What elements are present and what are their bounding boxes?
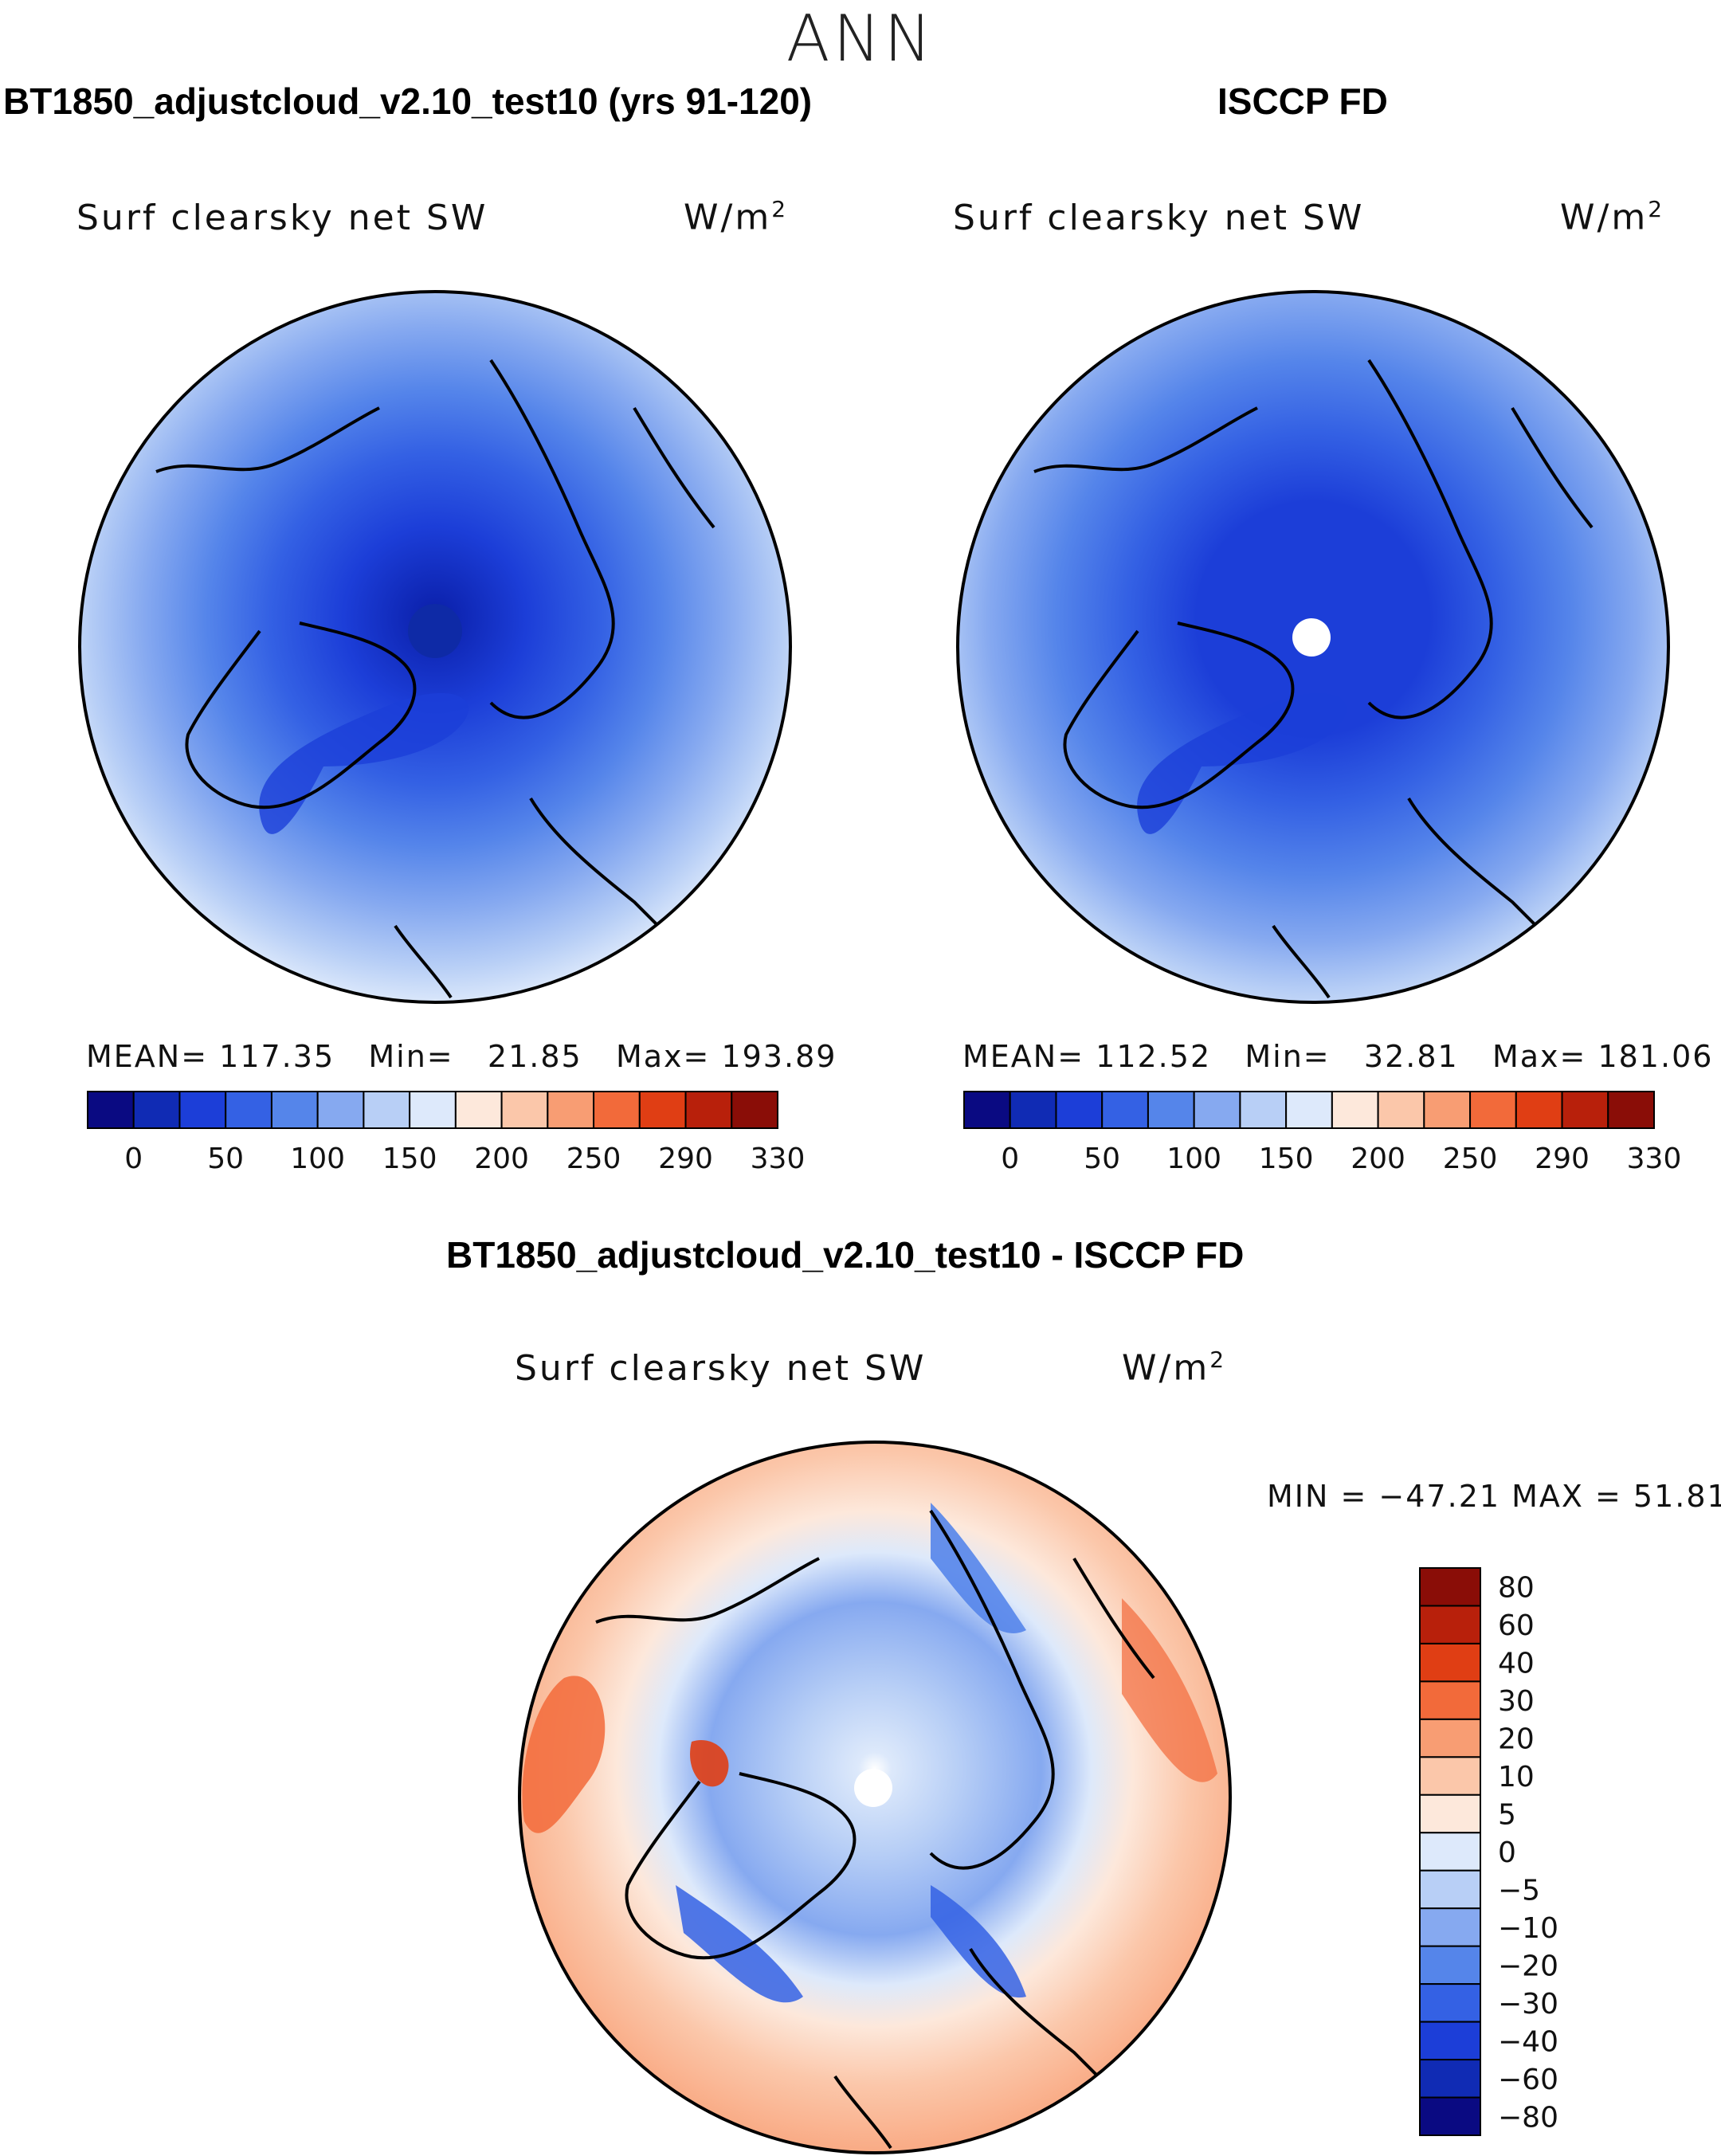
diff-units-label: W/m2 [1122,1347,1227,1389]
obs-colorbar-tick: 100 [1166,1143,1221,1175]
obs-colorbar-box [1515,1091,1563,1129]
diff-colorbar-box [1419,2096,1481,2136]
diff-panel-title: BT1850_adjustcloud_v2.10_test10 - ISCCP … [446,1234,1245,1276]
model-variable-label: Surf clearsky net SW [76,198,488,238]
obs-colorbar-tick: 250 [1443,1143,1498,1175]
diff-colorbar-box [1419,1983,1481,2023]
model-colorbar-box [593,1091,641,1129]
diff-colorbar-tick: 0 [1498,1837,1516,1869]
model-colorbar-tick: 150 [382,1143,437,1175]
diff-colorbar-tick: −80 [1498,2101,1558,2134]
diff-colorbar-box [1419,1605,1481,1644]
model-colorbar-box [132,1091,181,1129]
model-units-label: W/m2 [684,196,789,238]
diff-colorbar-tick: −5 [1498,1874,1540,1907]
diff-colorbar-tick: 30 [1498,1685,1535,1718]
obs-colorbar-tick: 150 [1259,1143,1314,1175]
model-panel-title: BT1850_adjustcloud_v2.10_test10 (yrs 91-… [3,80,813,122]
obs-colorbar-box [1193,1091,1241,1129]
obs-colorbar-box [963,1091,1011,1129]
diff-minmax: MIN = −47.21 MAX = 51.81 [1267,1479,1721,1514]
diff-colorbar-tick: −30 [1498,1988,1558,2021]
diff-colorbar-tick: −20 [1498,1950,1558,1982]
model-colorbar-box [454,1091,503,1129]
obs-colorbar-tick: 200 [1351,1143,1405,1175]
diff-colorbar-tick: −10 [1498,1912,1558,1945]
obs-colorbar: 0 50 100 150 200 250 290 330 [963,1091,1681,1175]
diff-colorbar-box [1419,1756,1481,1796]
diff-colorbar-box [1419,1945,1481,1985]
obs-colorbar-box [1377,1091,1425,1129]
obs-colorbar-tick: 0 [1001,1143,1019,1175]
obs-colorbar-box [1147,1091,1195,1129]
model-stats: MEAN= 117.35 Min= 21.85 Max= 193.89 [86,1039,837,1074]
obs-colorbar-box [1009,1091,1057,1129]
model-colorbar: 0 50 100 150 200 250 290 330 [87,1091,805,1175]
obs-colorbar-box [1055,1091,1104,1129]
model-colorbar-box [178,1091,227,1129]
obs-colorbar-box [1561,1091,1609,1129]
model-colorbar-tick: 200 [474,1143,529,1175]
diff-colorbar-box [1419,1567,1481,1607]
obs-colorbar-box [1239,1091,1288,1129]
diff-polar-map [518,1441,1232,2154]
obs-colorbar-box [1469,1091,1517,1129]
obs-stats: MEAN= 112.52 Min= 32.81 Max= 181.06 [962,1039,1714,1074]
obs-colorbar-box [1423,1091,1472,1129]
diff-colorbar-box [1419,1680,1481,1720]
model-colorbar-box [500,1091,549,1129]
diff-colorbar-tick: −40 [1498,2025,1558,2058]
model-colorbar-tick: 250 [566,1143,621,1175]
diff-colorbar-box [1419,1718,1481,1758]
model-colorbar-tick: 0 [124,1143,143,1175]
obs-units-label: W/m2 [1560,196,1665,238]
obs-panel-title: ISCCP FD [1217,80,1388,122]
model-colorbar-box [547,1091,595,1129]
obs-colorbar-box [1331,1091,1379,1129]
obs-polar-map [956,290,1670,1004]
obs-variable-label: Surf clearsky net SW [953,198,1365,238]
diff-colorbar: 80 60 40 30 20 10 5 0 −5 −10 −20 −30 −40 −60 −80 [1419,1567,1558,2136]
diff-colorbar-box [1419,1907,1481,1947]
diff-colorbar-tick: 20 [1498,1723,1535,1756]
obs-colorbar-tick: 290 [1535,1143,1590,1175]
diff-colorbar-tick: 5 [1498,1799,1516,1832]
model-colorbar-tick: 50 [207,1143,244,1175]
model-colorbar-tick: 330 [751,1143,806,1175]
diff-variable-label: Surf clearsky net SW [515,1348,927,1389]
model-colorbar-tick: 100 [290,1143,345,1175]
season-title: ANN [786,2,935,76]
obs-colorbar-box [1607,1091,1655,1129]
model-colorbar-box [638,1091,687,1129]
model-colorbar-box [270,1091,319,1129]
diff-colorbar-box [1419,2021,1481,2061]
obs-colorbar-tick: 50 [1084,1143,1120,1175]
diff-colorbar-box [1419,1793,1481,1834]
model-coastlines [155,359,715,999]
diff-colorbar-box [1419,1869,1481,1910]
obs-colorbar-box [1101,1091,1149,1129]
diff-colorbar-box [1419,1832,1481,1872]
diff-colorbar-tick: 10 [1498,1761,1535,1793]
model-colorbar-tick: 290 [658,1143,713,1175]
diff-colorbar-tick: 40 [1498,1648,1535,1680]
diff-colorbar-tick: −60 [1498,2064,1558,2096]
model-colorbar-box [87,1091,135,1129]
model-colorbar-box [225,1091,272,1129]
model-polar-map [78,290,792,1004]
diff-colorbar-box [1419,1642,1481,1683]
model-colorbar-box [731,1091,778,1129]
model-colorbar-box [363,1091,411,1129]
obs-colorbar-tick: 330 [1627,1143,1682,1175]
model-colorbar-box [684,1091,733,1129]
obs-colorbar-box [1285,1091,1333,1129]
diff-colorbar-tick: 60 [1498,1609,1535,1642]
model-colorbar-box [316,1091,365,1129]
model-colorbar-box [409,1091,457,1129]
diff-colorbar-tick: 80 [1498,1572,1535,1605]
diff-colorbar-box [1419,2059,1481,2099]
